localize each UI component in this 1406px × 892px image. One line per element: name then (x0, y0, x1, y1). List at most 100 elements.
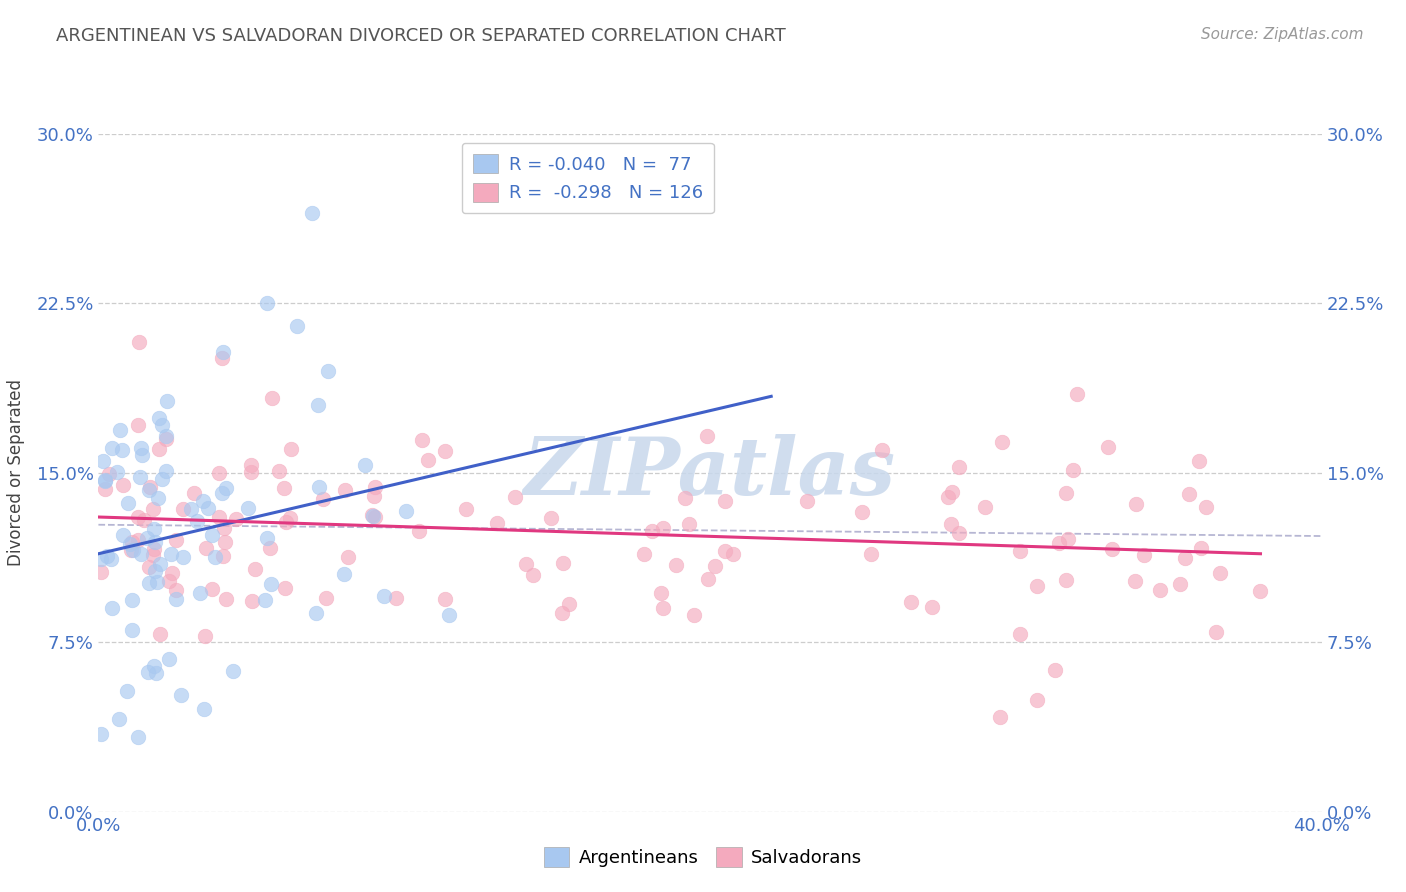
Point (127, 510, 149, 524)
Point (1101, 541, 1123, 556)
Point (211, 549, 233, 563)
Point (100, 600, 122, 615)
Point (215, 591, 238, 606)
Point (1043, 663, 1066, 677)
Point (101, 442, 124, 456)
Point (485, 516, 508, 530)
Point (186, 514, 208, 528)
Text: Source: ZipAtlas.com: Source: ZipAtlas.com (1201, 27, 1364, 42)
Point (240, 594, 263, 608)
Point (243, 562, 266, 576)
Point (540, 510, 562, 524)
Point (1205, 625, 1227, 640)
Point (142, 658, 165, 673)
Point (411, 434, 433, 448)
Point (111, 478, 134, 492)
Point (1194, 500, 1216, 515)
Point (274, 582, 297, 596)
Point (132, 513, 155, 527)
Point (256, 531, 278, 545)
Point (105, 466, 128, 480)
Point (93, 454, 115, 468)
Point (118, 537, 141, 551)
Point (142, 541, 165, 556)
Point (683, 608, 706, 623)
Point (166, 582, 188, 597)
Point (128, 334, 150, 349)
Point (1097, 440, 1119, 454)
Point (111, 442, 134, 457)
Point (201, 582, 224, 597)
Point (212, 521, 235, 535)
Point (721, 547, 744, 561)
Point (408, 524, 430, 538)
Point (633, 547, 655, 561)
Point (650, 585, 672, 599)
Point (312, 492, 335, 507)
Point (150, 472, 173, 486)
Point (90, 551, 112, 566)
Point (90, 566, 112, 580)
Point (208, 510, 231, 524)
Point (94, 473, 117, 487)
Point (136, 665, 159, 680)
Point (385, 591, 408, 606)
Point (1054, 486, 1077, 500)
Point (108, 712, 131, 726)
Point (665, 558, 688, 573)
Point (652, 601, 675, 615)
Point (195, 541, 218, 555)
Point (1177, 487, 1199, 501)
Point (714, 544, 737, 558)
Point (165, 592, 187, 607)
Point (170, 689, 193, 703)
Point (1008, 544, 1031, 558)
Point (142, 501, 165, 516)
Point (333, 483, 356, 497)
Point (948, 459, 970, 474)
Point (851, 505, 873, 519)
Point (149, 627, 172, 641)
Text: ZIPatlas: ZIPatlas (524, 434, 896, 511)
Point (1249, 584, 1271, 599)
Point (155, 394, 177, 409)
Point (180, 501, 202, 516)
Point (696, 428, 718, 442)
Point (416, 453, 439, 467)
Point (136, 531, 159, 545)
Point (239, 458, 262, 472)
Point (193, 701, 215, 715)
Point (1189, 541, 1212, 555)
Y-axis label: Divorced or Separated: Divorced or Separated (7, 379, 25, 566)
Point (236, 501, 259, 516)
Point (121, 623, 143, 637)
Point (315, 591, 337, 605)
Point (127, 417, 149, 432)
Point (146, 491, 169, 505)
Point (94, 482, 117, 496)
Point (115, 684, 138, 698)
Point (117, 496, 139, 510)
Point (938, 490, 960, 504)
Point (225, 512, 247, 526)
Point (308, 480, 330, 494)
Point (120, 543, 142, 558)
Point (149, 557, 172, 571)
Point (274, 515, 297, 529)
Point (191, 493, 214, 508)
Point (278, 511, 301, 525)
Point (364, 480, 387, 494)
Point (1062, 463, 1084, 477)
Point (280, 442, 302, 457)
Point (796, 493, 818, 508)
Point (1047, 536, 1070, 550)
Point (188, 586, 211, 600)
Point (1168, 577, 1191, 591)
Point (1054, 574, 1077, 588)
Point (155, 432, 177, 446)
Point (172, 550, 194, 565)
Point (127, 533, 149, 548)
Point (1123, 574, 1146, 588)
Point (150, 417, 173, 432)
Point (285, 318, 308, 333)
